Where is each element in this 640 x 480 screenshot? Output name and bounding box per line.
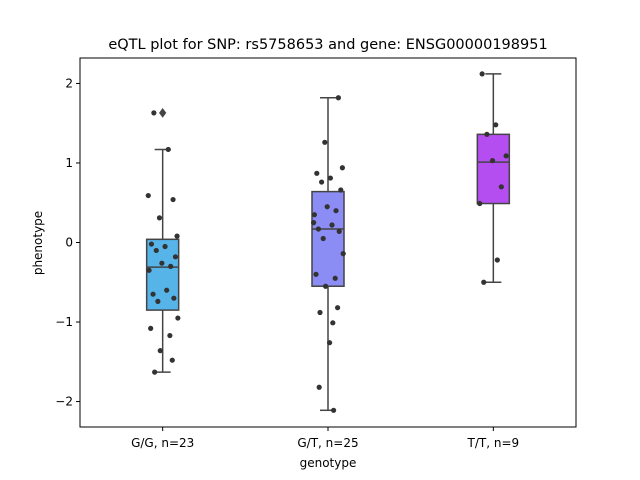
- data-point: [317, 309, 323, 316]
- data-point: [148, 241, 155, 247]
- data-point: [489, 157, 496, 164]
- data-point: [338, 187, 344, 193]
- data-point: [165, 146, 171, 153]
- data-point: [484, 131, 490, 137]
- data-point: [175, 315, 181, 321]
- data-point: [152, 369, 158, 375]
- data-point: [164, 287, 170, 293]
- data-point: [333, 208, 339, 214]
- data-point: [498, 184, 504, 190]
- data-point: [327, 340, 333, 346]
- box-iqr: [476, 133, 511, 205]
- data-point: [479, 71, 485, 77]
- data-point: [145, 192, 151, 199]
- y-tick-label: 2: [65, 76, 73, 90]
- data-point: [315, 226, 321, 232]
- data-point: [316, 384, 322, 390]
- data-point: [156, 215, 163, 221]
- data-point: [146, 267, 152, 273]
- data-point: [330, 320, 336, 326]
- data-point: [170, 196, 176, 203]
- data-point: [311, 212, 317, 218]
- data-point: [335, 305, 341, 311]
- data-point: [322, 139, 328, 145]
- data-point: [340, 251, 346, 257]
- data-point: [172, 254, 179, 260]
- data-point: [339, 165, 345, 171]
- data-point: [171, 295, 177, 301]
- data-point: [332, 275, 338, 281]
- data-point: [329, 222, 335, 228]
- data-point: [153, 247, 159, 254]
- outlier-marker: [159, 108, 167, 118]
- data-point: [168, 263, 174, 269]
- data-point: [311, 220, 317, 226]
- data-point: [327, 175, 333, 181]
- data-point: [314, 170, 320, 176]
- x-tick-label: G/G, n=23: [131, 436, 194, 450]
- chart-title: eQTL plot for SNP: rs5758653 and gene: E…: [108, 37, 547, 53]
- x-tick-label: G/T, n=25: [297, 436, 358, 450]
- data-point: [320, 235, 326, 242]
- y-tick-label: −1: [55, 315, 73, 329]
- data-point: [331, 407, 337, 413]
- data-point: [159, 260, 165, 266]
- data-point: [148, 325, 154, 331]
- data-point: [313, 271, 319, 277]
- data-point: [503, 153, 509, 159]
- x-tick-label: T/T, n=9: [467, 436, 520, 450]
- data-point: [155, 298, 161, 304]
- y-tick-label: −2: [55, 395, 73, 409]
- data-point: [336, 228, 342, 234]
- data-point: [319, 179, 325, 185]
- data-point: [167, 332, 173, 339]
- data-point: [324, 204, 330, 210]
- plot-area: −2 −1 0 1 2 G/G, n=23 G/T, n=25 T/T, n=9: [55, 57, 577, 450]
- y-tick-label: 0: [65, 236, 73, 250]
- data-point: [162, 243, 168, 250]
- x-axis-label: genotype: [300, 456, 357, 470]
- data-point: [151, 110, 157, 116]
- data-point: [481, 279, 487, 285]
- y-tick-label: 1: [65, 156, 73, 170]
- data-point: [477, 200, 483, 207]
- y-axis-label: phenotype: [31, 211, 45, 275]
- box-iqr: [311, 190, 345, 287]
- data-point: [493, 122, 499, 128]
- data-point: [335, 95, 341, 101]
- data-point: [169, 357, 175, 363]
- data-point: [150, 291, 156, 297]
- data-point: [494, 257, 500, 263]
- data-point: [157, 348, 163, 354]
- data-point: [323, 283, 329, 289]
- data-point: [174, 233, 180, 239]
